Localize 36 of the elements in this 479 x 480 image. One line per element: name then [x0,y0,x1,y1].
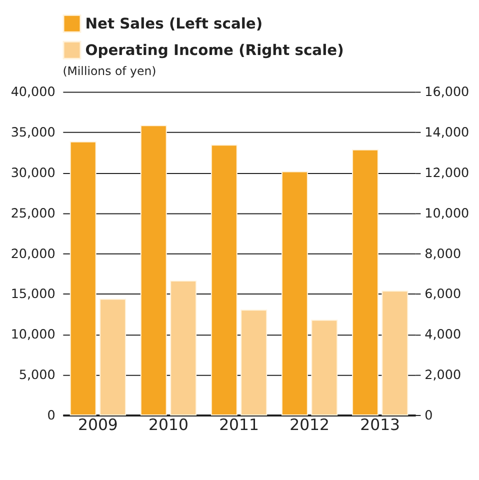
y2-tick-label: 4,000 [424,328,462,343]
bar [100,298,126,416]
y-tick-label: 20,000 [10,246,56,262]
y2-tick-label: 12,000 [424,166,470,181]
y2-tick-label: 0 [424,408,433,424]
x-tick-label: 2013 [360,415,400,434]
y-tick-label: 35,000 [10,126,56,141]
y-tick-label: 25,000 [10,206,56,222]
bar [382,290,408,416]
y-tick-label: 5,000 [18,368,56,384]
text: (Millions of yen) [62,64,156,78]
bar [70,141,96,416]
bar [240,310,268,416]
legend-label: Operating Income (Right scale) [85,42,344,60]
x-tick-label: 2010 [148,415,188,434]
y2-tick-label: 14,000 [424,126,470,141]
x-tick-label: 2009 [78,415,118,434]
bar [170,280,197,416]
bar [210,144,238,416]
x-tick-label: 2012 [290,415,330,434]
y2-tick-label: 16,000 [424,85,470,100]
y-tick-label: 10,000 [10,328,56,343]
y2-tick-label: 6,000 [424,287,462,302]
bar [281,171,308,416]
bar [140,125,167,416]
y-tick-label: 40,000 [10,85,56,100]
y2-tick-label: 10,000 [424,206,470,222]
bar [352,149,378,416]
legend-label: Net Sales (Left scale) [85,16,263,33]
bar [311,320,338,416]
y-tick-label: 15,000 [10,287,56,302]
x-tick-label: 2011 [219,415,259,434]
y2-tick-label: 2,000 [424,368,462,384]
y2-tick-label: 8,000 [424,246,462,262]
y-tick-label: 30,000 [10,166,56,181]
y-tick-label: 0 [47,408,56,424]
